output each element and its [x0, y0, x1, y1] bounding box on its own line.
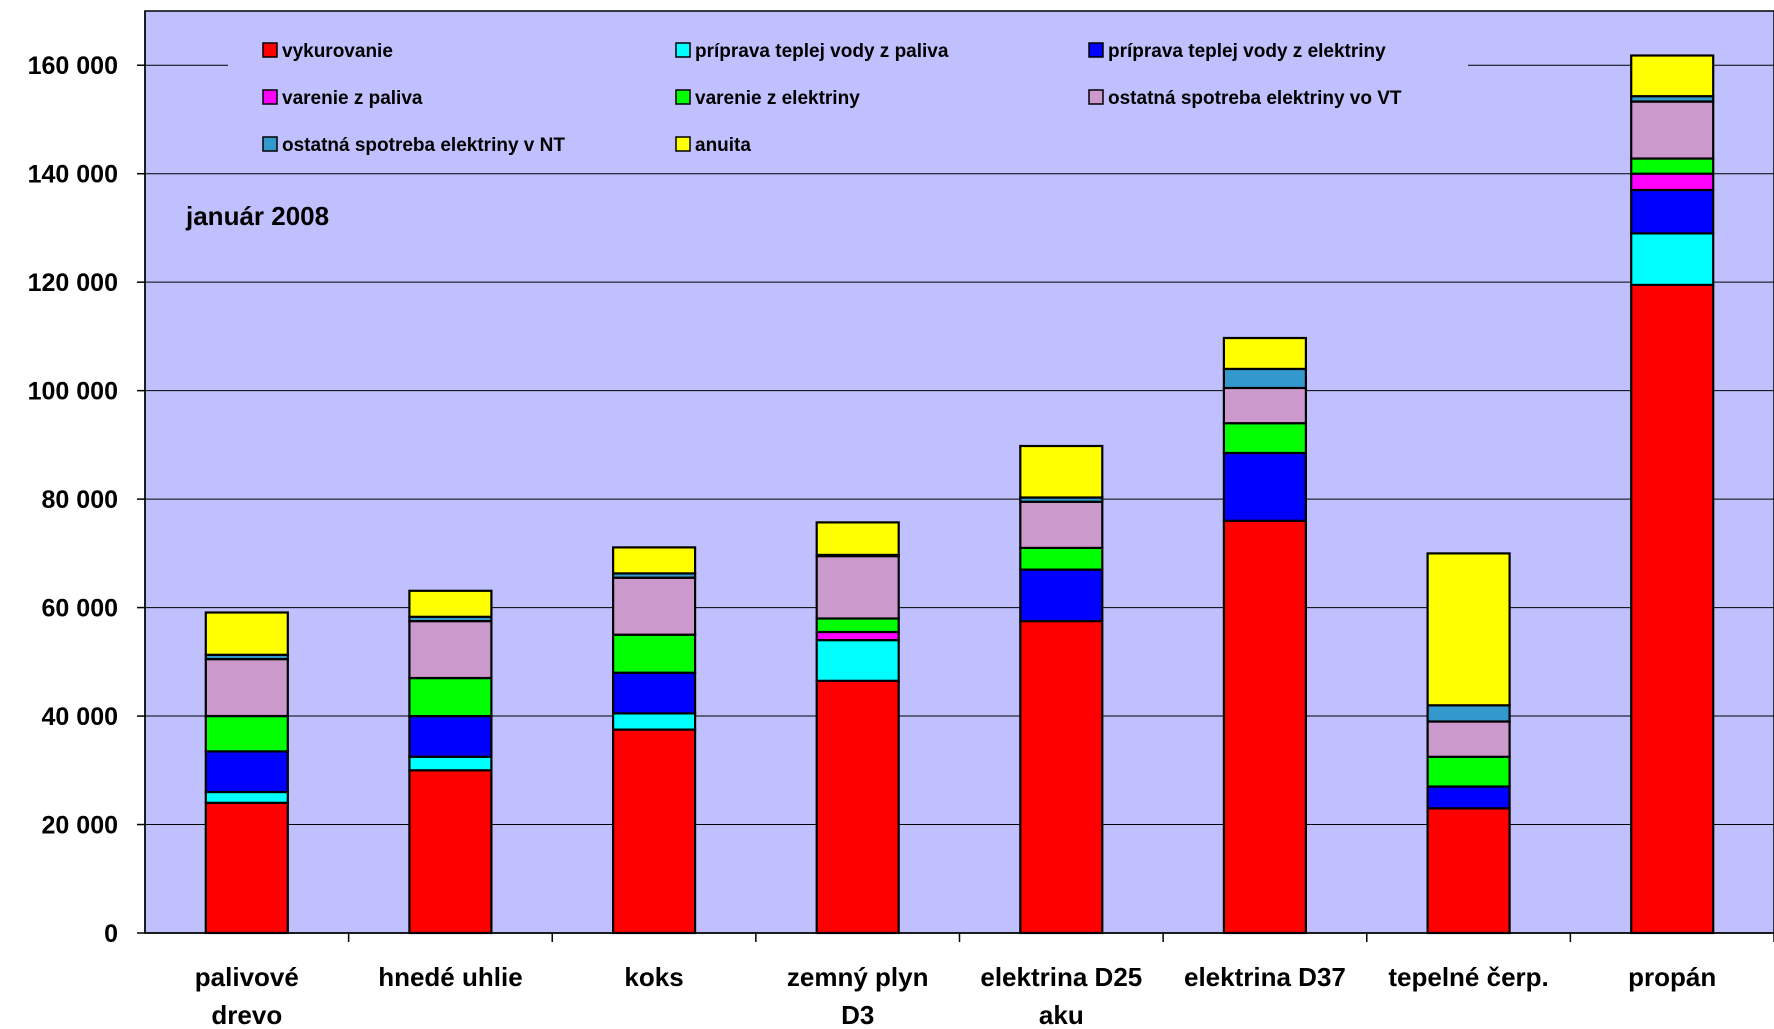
- bar-segment: [1630, 157, 1715, 175]
- bar-segment: [611, 546, 697, 575]
- y-tick-label: 100 000: [28, 378, 118, 406]
- bar-segment: [1426, 785, 1511, 810]
- bar-segment: [815, 521, 900, 557]
- bar-segment: [408, 714, 493, 758]
- legend-swatch: [1088, 42, 1104, 58]
- bar-segment: [204, 714, 289, 753]
- bar-segment: [1426, 720, 1511, 758]
- bar-segment: [1426, 552, 1511, 707]
- bar-segment: [408, 676, 493, 718]
- bar-segment: [1426, 807, 1511, 935]
- bars: [204, 54, 1715, 935]
- bar-segment: [815, 638, 900, 682]
- legend-swatch: [262, 89, 278, 105]
- y-tick-label: 120 000: [28, 269, 118, 297]
- bar-segment: [408, 769, 493, 935]
- legend-swatch: [262, 136, 278, 152]
- bar-segment: [815, 630, 900, 642]
- bar-segment: [611, 671, 697, 715]
- bar-segment: [1630, 100, 1715, 160]
- y-tick-label: 140 000: [28, 161, 118, 189]
- chart-annotation: január 2008: [185, 201, 329, 231]
- bar-segment: [204, 801, 289, 935]
- bar-segment: [611, 712, 697, 731]
- bar-segment: [611, 576, 697, 636]
- bar-segment: [1630, 172, 1715, 192]
- bar-segment: [1426, 704, 1511, 723]
- bar-segment: [815, 617, 900, 634]
- legend-swatch: [1088, 89, 1104, 105]
- legend-label: príprava teplej vody z paliva: [695, 41, 949, 62]
- axes: 0 20 000 40 000 60 000 80 000 100 000 120 000 1…: [28, 11, 1774, 1029]
- x-tick-label: aku: [1039, 1000, 1084, 1029]
- legend-label: varenie z paliva: [282, 88, 423, 109]
- y-tick-label: 80 000: [42, 486, 118, 514]
- legend-swatch: [675, 136, 691, 152]
- bar-segment: [1019, 546, 1104, 571]
- bar-segment: [204, 750, 289, 794]
- x-tick-label: zemný plyn: [787, 962, 929, 992]
- bar-segment: [1222, 519, 1308, 935]
- bar-segment: [204, 611, 289, 656]
- x-tick-label: elektrina D25: [980, 962, 1142, 992]
- x-tick-label: D3: [841, 1000, 874, 1029]
- legend-swatch: [262, 42, 278, 58]
- bar-segment: [408, 619, 493, 680]
- bar-segment: [1630, 54, 1715, 98]
- y-tick-label: 160 000: [28, 52, 118, 80]
- legend-label: vykurovanie: [282, 41, 393, 62]
- bar-segment: [611, 728, 697, 935]
- bar-segment: [1630, 188, 1715, 235]
- bar-segment: [1630, 232, 1715, 286]
- legend-label: ostatná spotreba elektriny vo VT: [1108, 88, 1402, 109]
- x-tick-label: propán: [1628, 962, 1716, 992]
- bar-segment: [204, 657, 289, 718]
- x-tick-label: drevo: [211, 1000, 282, 1029]
- legend: vykurovanie príprava teplej vody z paliva…: [262, 41, 1402, 156]
- y-tick-label: 20 000: [42, 812, 118, 840]
- legend-label: ostatná spotreba elektriny v NT: [282, 135, 565, 156]
- bar-segment: [1426, 755, 1511, 788]
- bar-segment: [408, 755, 493, 772]
- y-tick-label: 40 000: [42, 703, 118, 731]
- legend-label: varenie z elektriny: [695, 88, 860, 109]
- bar-segment: [815, 679, 900, 935]
- bar-segment: [1222, 422, 1308, 455]
- y-tick-label: 0: [104, 920, 118, 948]
- legend-swatch: [675, 42, 691, 58]
- legend-label: príprava teplej vody z elektriny: [1108, 41, 1386, 62]
- x-tick-label: elektrina D37: [1184, 962, 1346, 992]
- y-tick-label: 60 000: [42, 595, 118, 623]
- bar-segment: [1019, 568, 1104, 623]
- x-tick-label: hnedé uhlie: [378, 962, 522, 992]
- bar-segment: [1019, 500, 1104, 549]
- bar-segment: [1630, 283, 1715, 935]
- bar-segment: [408, 589, 493, 618]
- bar-segment: [1222, 336, 1308, 370]
- legend-swatch: [675, 89, 691, 105]
- bar-segment: [1019, 444, 1104, 499]
- x-tick-label: tepelné čerp.: [1388, 962, 1548, 992]
- bar-segment: [204, 790, 289, 804]
- bar-segment: [815, 554, 900, 620]
- bar-segment: [1222, 451, 1308, 522]
- bar-segment: [1222, 386, 1308, 425]
- x-tick-label: palivové: [195, 962, 299, 992]
- bar-segment: [1019, 619, 1104, 935]
- x-tick-label: koks: [624, 962, 683, 992]
- bar-segment: [611, 633, 697, 674]
- bar-segment: [1222, 367, 1308, 390]
- legend-label: anuita: [695, 135, 751, 156]
